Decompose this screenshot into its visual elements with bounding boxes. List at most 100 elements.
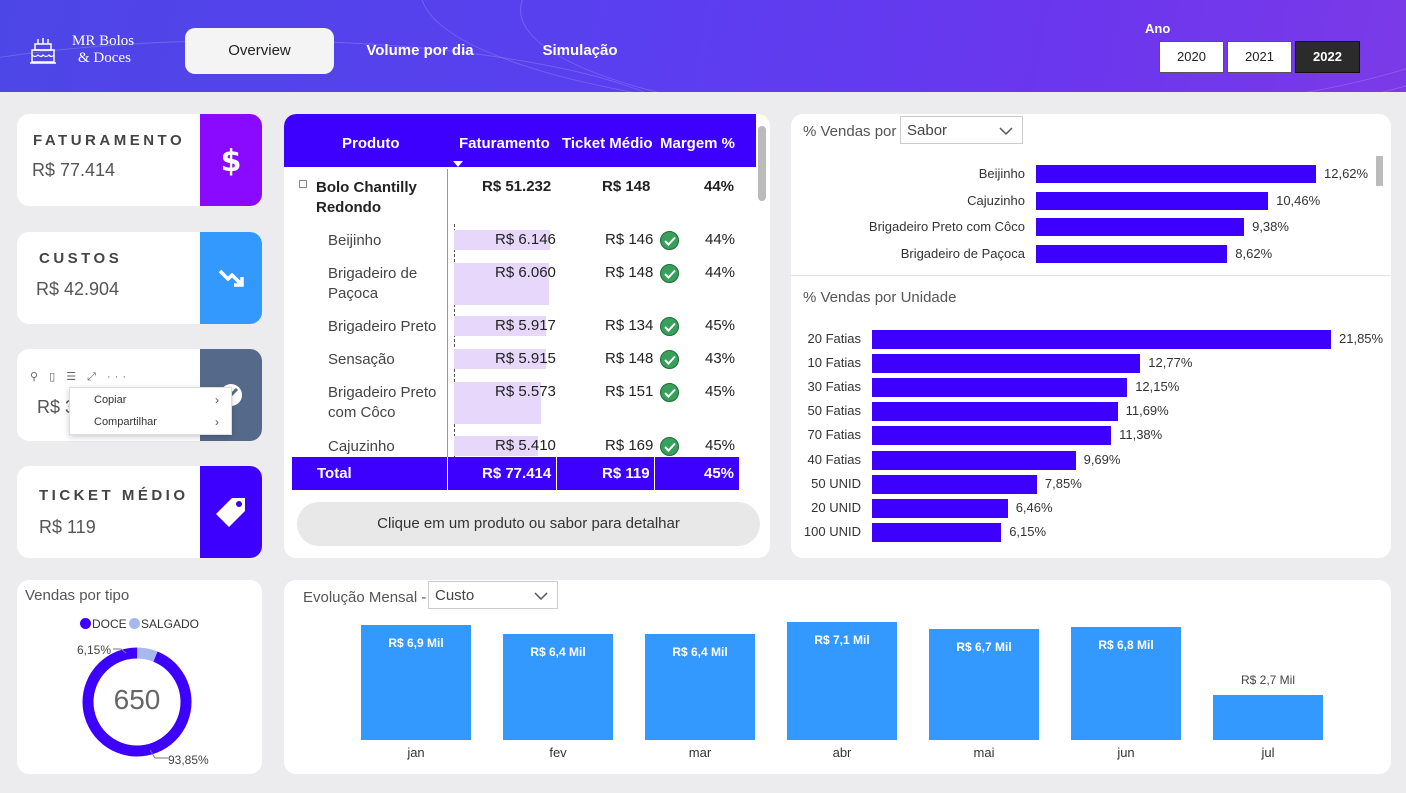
tab-simulacao[interactable]: Simulação: [542, 42, 618, 59]
donut-slice-doce[interactable]: [82, 647, 192, 757]
column-header-margem[interactable]: Margem %: [660, 135, 736, 152]
bar-value-label: 11,38%: [1119, 427, 1163, 443]
bar-value-label: R$ 2,7 Mil: [1240, 673, 1296, 688]
bar-value-label: 10,46%: [1276, 192, 1321, 208]
year-button-2020[interactable]: 2020: [1159, 41, 1224, 73]
table-row[interactable]: Brigadeiro Preto: [328, 318, 437, 335]
faturamento-databar: [454, 436, 538, 456]
bar[interactable]: [1071, 627, 1181, 740]
cell-faturamento: R$ 5.573: [495, 383, 556, 400]
axis-tick-label: jan: [407, 745, 425, 760]
bar-value-label: 12,62%: [1324, 166, 1369, 181]
column-header-ticket-medio[interactable]: Ticket Médio: [562, 135, 653, 152]
bar-label: 70 Fatias: [807, 427, 861, 443]
year-button-2022[interactable]: 2022: [1295, 41, 1360, 73]
axis-tick-label: abr: [832, 745, 852, 760]
cell-faturamento: R$ 6.146: [495, 231, 556, 248]
bar-label: 30 Fatias: [807, 379, 861, 395]
mensal-chart-card: Evolução Mensal - Custo R$ 6,9 Mil jan R$ …: [284, 580, 1391, 774]
collapse-icon[interactable]: [299, 180, 307, 188]
bar-label: Cajuzinho: [967, 192, 1025, 208]
chevron-down-icon: [999, 127, 1013, 136]
kpi-title: CUSTOS: [39, 250, 123, 267]
cell-margem: 44%: [705, 231, 736, 248]
menu-item-copiar[interactable]: Copiar: [94, 394, 127, 406]
trend-down-icon: [200, 232, 262, 324]
year-button-2021[interactable]: 2021: [1227, 41, 1292, 73]
cell-faturamento: R$ 5.915: [495, 350, 556, 367]
bar-label: 100 UNID: [803, 523, 861, 539]
bar-value-label: R$ 6,4 Mil: [530, 644, 586, 659]
bar-label: Beijinho: [978, 166, 1025, 181]
total-faturamento: R$ 77.414: [482, 465, 552, 482]
bar-value-label: 9,69%: [1083, 451, 1121, 467]
table-scrollbar[interactable]: [758, 126, 766, 201]
check-circle-icon: [660, 350, 679, 369]
bar[interactable]: [361, 625, 471, 740]
axis-tick-label: fev: [549, 745, 567, 760]
table-row[interactable]: Sensação: [328, 351, 395, 368]
chevron-down-icon: [534, 592, 548, 601]
sabor-dropdown[interactable]: Sabor: [900, 116, 1023, 144]
detail-button[interactable]: Clique em um produto ou sabor para detal…: [297, 502, 760, 546]
table-row[interactable]: Cajuzinho: [328, 438, 395, 455]
table-row-group[interactable]: Bolo Chantilly Redondo: [316, 179, 417, 216]
table-row[interactable]: Brigadeiro de Paçoca: [328, 265, 418, 302]
chevron-right-icon: ›: [215, 415, 219, 429]
bar-label: 20 UNID: [811, 499, 861, 515]
bar: [872, 426, 1112, 446]
faturamento-databar: [454, 230, 550, 250]
divider: [791, 275, 1391, 276]
tab-overview[interactable]: Overview: [185, 28, 334, 74]
bar[interactable]: [1213, 695, 1323, 740]
column-header-faturamento[interactable]: Faturamento: [459, 135, 550, 152]
bar[interactable]: [503, 633, 613, 740]
axis-tick-label: jul: [1261, 745, 1275, 760]
header-bar: MR Bolos & Doces Overview Volume por dia…: [0, 0, 1406, 92]
bar-label: 50 Fatias: [807, 403, 861, 419]
table-row[interactable]: Beijinho: [328, 232, 382, 249]
cell-ticket: R$ 151: [605, 383, 654, 400]
visual-toolbar[interactable]: ⚲ ▯ ☰ ⤢ ···: [30, 371, 130, 383]
cell-margem: 44%: [704, 178, 735, 195]
chart-scrollbar[interactable]: [1376, 156, 1383, 186]
bar[interactable]: [787, 622, 897, 740]
cell-margem: 45%: [705, 383, 736, 400]
chevron-right-icon: ›: [215, 393, 219, 407]
cell-faturamento: R$ 5.917: [495, 317, 556, 334]
cell-margem: 45%: [705, 437, 736, 454]
bar[interactable]: [645, 633, 755, 740]
total-margem: 45%: [704, 465, 735, 482]
brand-name: MR Bolos & Doces: [72, 33, 135, 66]
mensal-metric-dropdown[interactable]: Custo: [428, 581, 558, 609]
cell-ticket: R$ 169: [605, 437, 654, 454]
check-circle-icon: [660, 231, 679, 250]
bar-value-label: 8,62%: [1235, 245, 1273, 261]
bar: [1036, 165, 1316, 183]
bar: [1036, 191, 1269, 210]
unidade-chart-title: % Vendas por Unidade: [803, 289, 957, 306]
cell-faturamento: R$ 5.410: [495, 437, 556, 454]
legend-dot-salgado: [129, 618, 140, 629]
faturamento-databar: [454, 316, 546, 336]
cell-margem: 44%: [705, 264, 736, 281]
total-ticket: R$ 119: [602, 465, 650, 482]
bar: [872, 354, 1141, 374]
cell-ticket: R$ 146: [605, 231, 654, 248]
bar: [872, 474, 1037, 494]
tab-volume-por-dia[interactable]: Volume por dia: [366, 42, 474, 59]
kpi-value: R$ 42.904: [36, 279, 120, 299]
table-row[interactable]: Brigadeiro Preto com Côco: [328, 384, 437, 421]
axis-tick-label: jun: [1117, 745, 1135, 760]
bar-value-label: 12,77%: [1148, 355, 1193, 371]
cell-faturamento: R$ 51.232: [482, 178, 552, 195]
axis-tick-label: mai: [973, 745, 995, 760]
menu-item-compartilhar[interactable]: Compartilhar: [94, 416, 157, 428]
column-header-produto[interactable]: Produto: [342, 135, 400, 152]
bar[interactable]: [929, 628, 1039, 740]
mensal-chart-title: Evolução Mensal -: [303, 589, 427, 606]
bar-label: 50 UNID: [811, 475, 861, 491]
donut-chart: [82, 647, 192, 757]
bar: [872, 450, 1076, 470]
cell-margem: 45%: [705, 317, 736, 334]
